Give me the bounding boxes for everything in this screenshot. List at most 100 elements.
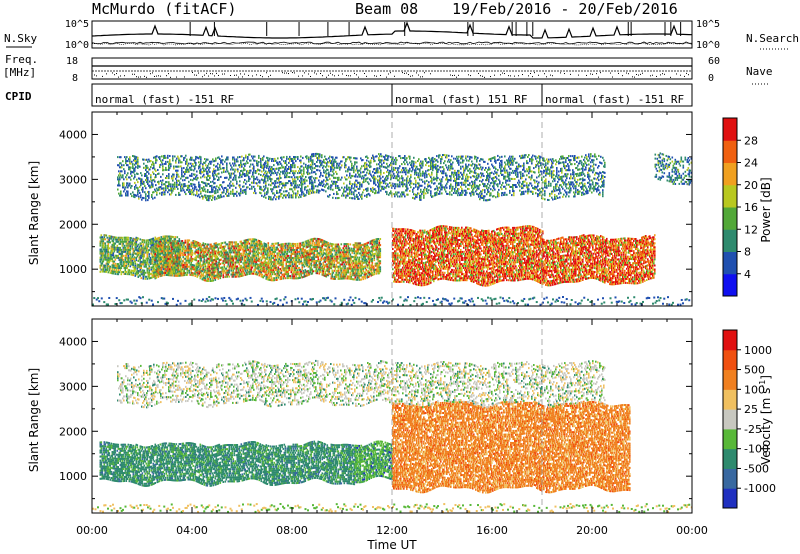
power-cell [158,238,161,241]
power-cell [325,251,328,254]
power-cell [142,257,145,260]
power-cell [256,245,259,248]
freq-dot [240,73,241,75]
freq-dot [284,72,285,74]
power-cell [233,245,236,248]
power-cell [260,261,263,264]
power-cell [334,243,337,246]
power-cell [305,270,308,273]
power-cell [223,257,226,260]
power-cell [193,246,196,249]
power-cell [223,270,226,272]
power-cell [379,254,382,257]
power-cell [177,260,180,263]
power-cell [216,276,219,279]
power-cell [284,246,287,249]
power-cell [224,251,227,254]
power-cell [189,249,192,252]
power-cell [255,271,258,274]
power-cell [263,254,266,257]
power-cell [303,275,306,278]
power-cell [398,228,400,231]
power-cell [170,250,173,253]
power-cell [400,260,402,263]
power-cell [136,245,139,248]
power-cell [360,268,363,271]
power-cell [309,246,312,249]
power-cell [136,239,139,242]
power-cell [176,242,179,245]
power-cell [227,253,230,256]
power-cell [139,238,142,241]
power-cell [179,250,182,253]
power-cell [298,244,301,247]
power-cell [310,266,313,269]
power-cell [139,248,142,251]
power-cell [281,261,284,264]
power-cell [195,265,198,268]
power-cell [117,250,120,253]
power-cell [244,267,247,270]
power-cell [196,263,199,266]
power-cell [279,262,282,264]
power-cell [231,245,234,248]
power-cell [367,276,370,278]
power-cell [260,245,263,247]
power-cell [197,254,200,256]
power-cell [186,245,189,248]
power-cell [116,240,119,243]
freq-unit: [MHz] [3,66,36,79]
power-cell [406,232,408,235]
power-cell [343,245,346,248]
power-cell [261,261,264,264]
power-cell [346,255,349,258]
power-cell [306,250,309,253]
power-cell [284,251,287,253]
freq-dot [686,72,687,74]
power-cell [410,259,412,262]
power-cell [175,242,178,245]
power-cell [426,237,428,239]
power-cell [261,275,264,278]
power-cell [125,240,128,243]
power-cell [140,267,143,269]
power-cell [160,258,163,261]
power-cell [429,268,431,270]
freq-dot [618,72,619,74]
power-cell [131,241,134,244]
power-cell [151,256,154,259]
power-cell [378,254,381,257]
power-cell [342,261,345,264]
power-cell [418,241,420,244]
power-cell [330,253,333,256]
power-cell [122,246,125,249]
power-cell [148,271,151,274]
power-cell [429,255,431,258]
power-cell [372,253,375,256]
power-cell [269,266,272,269]
power-cell [265,257,268,260]
power-cell [181,268,184,271]
power-cell [421,235,423,238]
power-cell [306,258,309,261]
power-cell [326,249,329,252]
power-cell [106,262,109,265]
power-cell [167,245,170,248]
power-cell [425,249,427,252]
power-cell [408,242,410,245]
power-cell [261,245,264,248]
power-cell [155,246,158,249]
power-cell [164,241,167,244]
power-cell [317,244,320,247]
freq-dot [314,72,315,74]
power-cell [267,264,270,267]
power-cell [245,239,248,242]
power-cell [124,250,127,253]
power-cell [354,262,357,265]
power-cell [422,262,424,265]
power-cell [356,270,359,273]
power-cell [227,273,230,276]
power-cell [376,254,379,257]
power-cell [344,243,347,246]
power-cell [165,253,168,256]
